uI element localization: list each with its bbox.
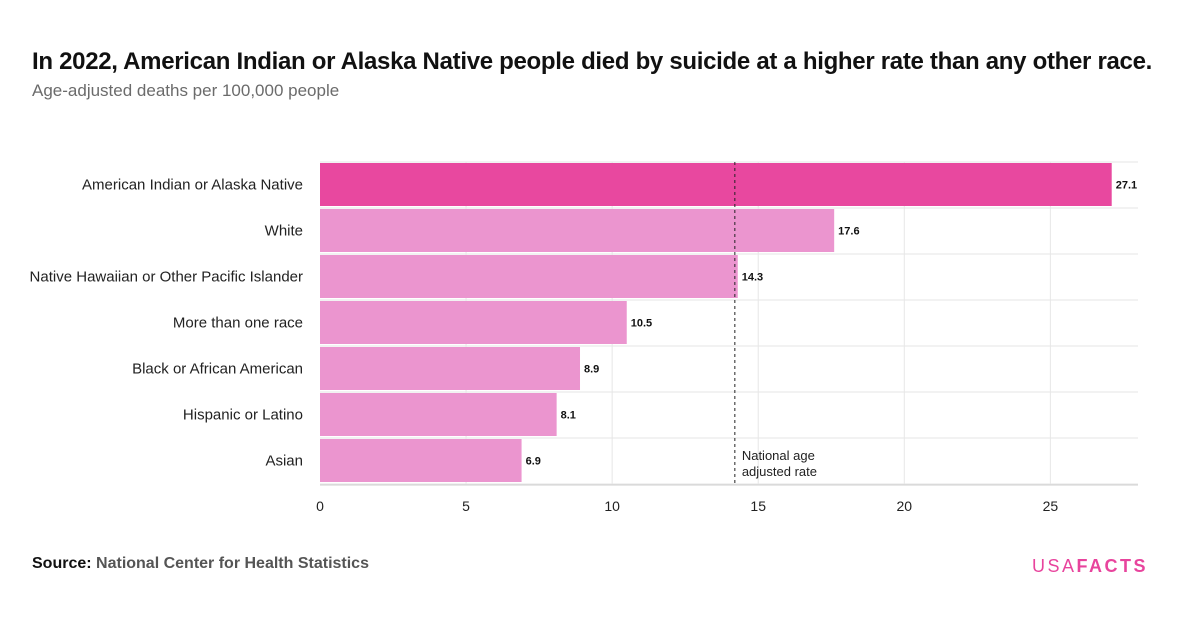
bar <box>320 439 522 482</box>
data-label: 14.3 <box>742 272 763 284</box>
bar <box>320 301 627 344</box>
category-label: Asian <box>265 453 303 470</box>
bar <box>320 163 1112 206</box>
data-label: 27.1 <box>1116 180 1137 192</box>
category-label: Black or African American <box>132 361 303 378</box>
reference-line-label: National age <box>742 448 815 463</box>
source-label: Source: <box>32 555 92 572</box>
labels: 27.1 American Indian or Alaska Native 17.6… <box>30 177 1138 515</box>
category-label: American Indian or Alaska Native <box>82 177 303 194</box>
logo-part-usa: USA <box>1031 556 1077 576</box>
data-label: 17.6 <box>838 226 859 238</box>
x-tick-label: 25 <box>1043 498 1059 514</box>
x-tick-label: 5 <box>462 498 470 514</box>
bar <box>320 347 581 390</box>
x-tick-label: 20 <box>896 498 912 514</box>
data-label: 10.5 <box>631 318 652 330</box>
source-value: National Center for Health Statistics <box>96 555 369 572</box>
x-tick-label: 10 <box>604 498 620 514</box>
source-note: Source: National Center for Health Stati… <box>32 555 369 573</box>
data-label: 8.9 <box>584 364 599 376</box>
bars <box>320 163 1112 482</box>
data-label: 8.1 <box>561 410 576 422</box>
x-tick-label: 15 <box>750 498 766 514</box>
usafacts-logo: USAFACTS <box>1032 556 1148 577</box>
data-label: 6.9 <box>526 456 541 468</box>
reference-line-label: adjusted rate <box>742 464 817 479</box>
category-label: Hispanic or Latino <box>183 407 303 424</box>
category-label: More than one race <box>173 315 303 332</box>
logo-part-facts: FACTS <box>1076 556 1148 576</box>
chart-title: In 2022, American Indian or Alaska Nativ… <box>32 48 1153 75</box>
bar <box>320 209 835 252</box>
bar <box>320 393 557 436</box>
x-tick-label: 0 <box>316 498 324 514</box>
chart-subtitle: Age-adjusted deaths per 100,000 people <box>32 81 340 100</box>
bar <box>320 255 738 298</box>
category-label: Native Hawaiian or Other Pacific Islande… <box>30 269 303 286</box>
category-label: White <box>265 223 303 240</box>
